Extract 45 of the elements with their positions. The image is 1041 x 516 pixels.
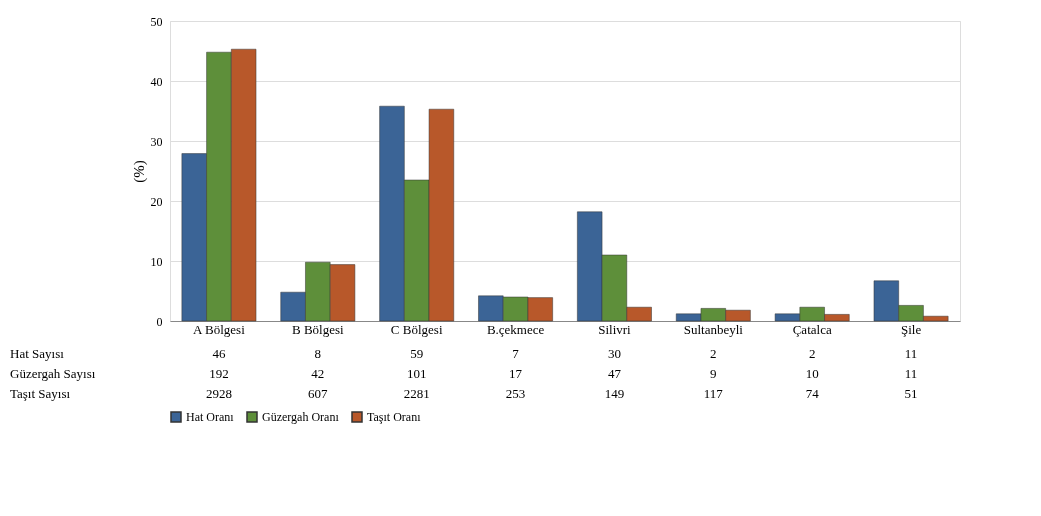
x-tick-label: Şile [900, 321, 922, 337]
text: 11 [904, 346, 918, 361]
legend-label: Taşıt Oranı [367, 410, 422, 424]
y-tick-label: 20 [150, 194, 163, 209]
text: 2 [808, 346, 816, 361]
text: 2 [710, 346, 717, 361]
text: 101 [406, 366, 427, 381]
text: 11 [904, 366, 918, 381]
legend-label: Hat Oranı [186, 410, 235, 424]
x-tick-label: Çatalca [792, 321, 832, 337]
x-tick-label: C Bölgesi [390, 321, 443, 337]
x-tick-label: B Bölgesi [291, 321, 345, 337]
text: 9 [710, 366, 717, 381]
y-tick-label: 10 [150, 254, 163, 269]
x-tick-label: B.çekmece [486, 321, 545, 337]
text: 59 [410, 346, 424, 361]
text: 42 [311, 366, 325, 381]
text: 2281 [403, 386, 430, 401]
y-axis-title: (%) [130, 160, 148, 183]
text: Hat Sayısı [10, 346, 65, 361]
text: 8 [314, 346, 322, 361]
text: 30 [607, 346, 621, 361]
text: 74 [805, 386, 820, 401]
y-tick-label: 0 [156, 314, 163, 329]
text: 47 [607, 366, 622, 381]
text: 117 [703, 386, 724, 401]
text: 192 [209, 366, 229, 381]
y-tick-label: 40 [150, 74, 163, 89]
text: 51 [904, 386, 918, 401]
text: 149 [604, 386, 625, 401]
x-tick-label: Silivri [598, 321, 632, 337]
text: 46 [212, 346, 226, 361]
text: 10 [805, 366, 819, 381]
x-tick-label: A Bölgesi [193, 321, 246, 337]
legend-label: Güzergah Oranı [262, 410, 340, 424]
text: 253 [505, 386, 526, 401]
text: Taşıt Sayısı [10, 386, 71, 401]
text: 2928 [205, 386, 232, 401]
text: 17 [509, 366, 523, 381]
y-tick-label: 30 [150, 134, 163, 149]
text: 607 [308, 386, 329, 401]
text: 7 [512, 346, 520, 361]
y-tick-label: 50 [150, 14, 163, 29]
text: Güzergah Sayısı [10, 366, 96, 381]
x-tick-label: Sultanbeyli [683, 321, 744, 337]
